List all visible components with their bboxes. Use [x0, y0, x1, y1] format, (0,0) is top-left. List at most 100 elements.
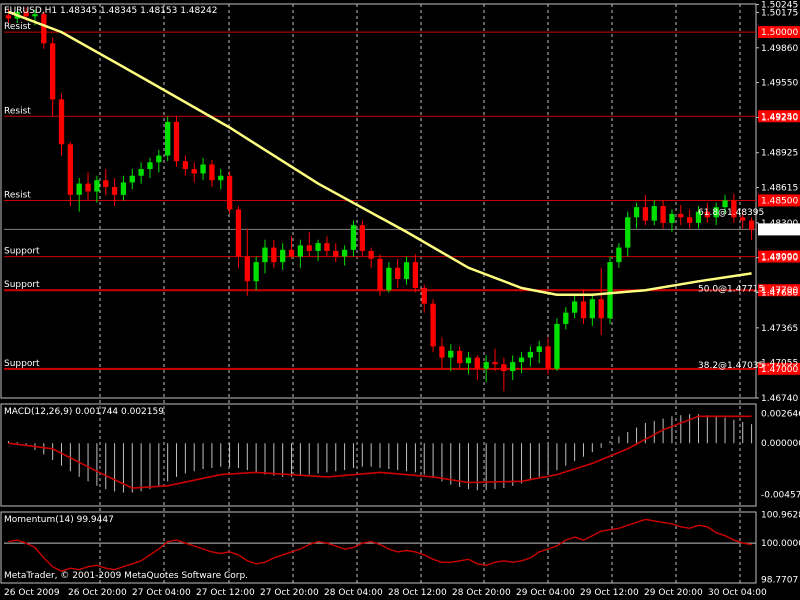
candle-body	[359, 225, 365, 251]
candle-body	[651, 206, 657, 221]
candle-body	[731, 200, 737, 218]
candle-body	[563, 312, 569, 324]
candle-body	[253, 262, 259, 282]
candle-body	[226, 175, 233, 210]
candle-body	[280, 249, 286, 263]
candle-body	[120, 182, 127, 195]
candle-body	[554, 323, 560, 369]
pane-frame	[0, 403, 757, 507]
price-tick-label: 1.49550	[761, 79, 798, 89]
time-tick-label: 29 Oct 12:00	[580, 588, 639, 598]
candle-body	[50, 43, 56, 100]
candle-body	[580, 301, 587, 319]
candle-body	[571, 301, 578, 313]
candle-body	[244, 256, 250, 282]
candle-body	[722, 200, 728, 208]
candle-body	[421, 287, 427, 304]
time-tick-label: 27 Oct 20:00	[260, 588, 319, 598]
candle-body	[368, 250, 374, 259]
level-text: Resist	[4, 106, 31, 116]
candle-body	[271, 247, 277, 263]
momentum-line	[8, 518, 752, 572]
candle-body	[686, 217, 693, 223]
candle-body	[616, 247, 622, 263]
level-price-label: 1.47000	[761, 365, 798, 375]
candle-body	[288, 249, 295, 257]
price-tick-label: 1.46740	[761, 394, 798, 404]
candle-body	[395, 267, 401, 280]
momentum-tick-label: 100.0000	[761, 539, 800, 549]
candle-body	[333, 250, 339, 257]
time-tick-label: 28 Oct 20:00	[452, 588, 511, 598]
level-price-box	[758, 110, 800, 123]
candle-body	[76, 183, 82, 195]
macd-signal-line	[8, 415, 752, 489]
candle-body	[324, 243, 330, 251]
candle-body	[748, 220, 755, 230]
time-tick-label: 26 Oct 20:00	[68, 588, 127, 598]
candle-body	[713, 207, 719, 218]
candle-body	[439, 346, 445, 358]
current-price-label: 1.48242	[761, 225, 798, 235]
macd-tick-label: 0.000000	[761, 439, 800, 449]
momentum-header: Momentum(14) 99.9447	[4, 515, 114, 525]
candle-body	[536, 346, 542, 352]
candle-body	[218, 175, 224, 181]
candle-body	[678, 213, 684, 218]
candle-body	[403, 262, 410, 280]
candle-body	[633, 207, 640, 218]
candle-body	[173, 121, 180, 162]
candle-body	[165, 121, 171, 156]
candle-body	[448, 350, 454, 358]
price-tick-label: 1.48615	[761, 184, 798, 194]
candle-body	[607, 262, 613, 319]
pane-frames	[0, 3, 757, 584]
price-tick-label: 1.50175	[761, 8, 798, 18]
candle-body	[156, 155, 162, 163]
candle-body	[23, 11, 29, 17]
price-tick-label: 1.50245	[761, 1, 798, 11]
time-tick-label: 26 Oct 2009	[4, 588, 60, 598]
macd-tick-label: -0.004570	[761, 490, 800, 500]
candle-body	[492, 362, 498, 365]
candle-body	[182, 161, 189, 170]
level-price-box	[758, 26, 800, 39]
price-tick-label: 1.48300	[761, 219, 798, 229]
time-tick-label: 30 Oct 04:00	[708, 588, 767, 598]
pane-frame	[0, 511, 757, 584]
level-price-box	[758, 284, 800, 297]
candle-body	[5, 15, 12, 19]
price-tick-label: 1.47365	[761, 324, 798, 334]
macd-header: MACD(12,26,9) 0.001744 0.002159	[4, 407, 164, 417]
candle-body	[67, 144, 74, 195]
candle-body	[306, 245, 312, 251]
candle-body	[350, 225, 357, 250]
time-tick-label: 28 Oct 04:00	[324, 588, 383, 598]
candle-body	[315, 243, 321, 251]
fib-annotations: 61.8@1.48395 50.0@1.47715 38.2@1.47035	[698, 208, 764, 371]
candle-body	[129, 175, 135, 183]
candle-body	[465, 357, 472, 364]
candle-body	[138, 169, 144, 176]
candle-body	[58, 99, 65, 145]
level-price-box	[758, 362, 800, 375]
level-price-label: 1.48500	[761, 196, 798, 206]
candle-body	[297, 245, 304, 257]
pane-frame	[0, 3, 757, 399]
level-text: Resist	[4, 190, 31, 200]
candle-body	[386, 267, 392, 291]
level-price-box	[758, 194, 800, 207]
price-tick-label: 1.49240	[761, 113, 798, 123]
candle-body	[510, 362, 516, 372]
momentum-tick-label: 98.7707	[761, 575, 798, 585]
candle-body	[377, 258, 383, 291]
level-text: Resist	[4, 22, 31, 32]
level-text: Support	[4, 280, 40, 290]
price-tick-label: 1.47055	[761, 359, 798, 369]
moving-average-line	[7, 10, 752, 296]
fib-label: 50.0@1.47715	[698, 285, 764, 295]
candle-body	[111, 186, 118, 195]
level-price-label: 1.50000	[761, 28, 798, 38]
candle-body	[483, 362, 489, 369]
